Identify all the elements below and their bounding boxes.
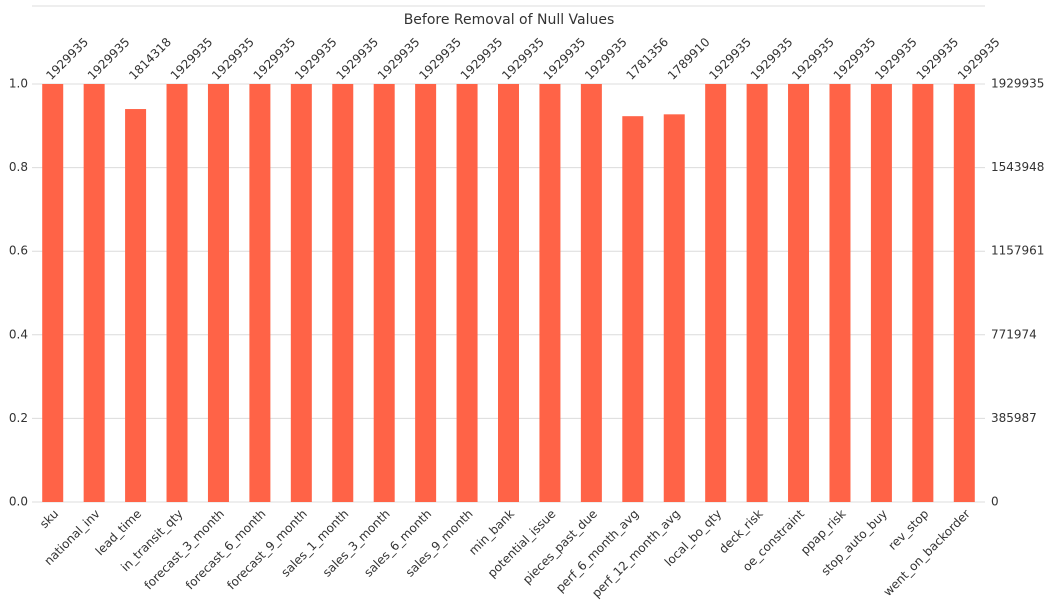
value-label: 1929935 [955, 35, 1003, 83]
y2-tick-label: 385987 [991, 411, 1037, 425]
y2-tick-label: 0 [991, 495, 999, 509]
value-label: 1789910 [665, 35, 713, 83]
value-label: 1929935 [209, 35, 257, 83]
value-label: 1929935 [458, 35, 506, 83]
bar [746, 84, 768, 502]
y-tick-label: 0.4 [9, 327, 28, 341]
y-tick-label: 0.6 [9, 244, 28, 258]
bar [373, 84, 395, 502]
bar [415, 84, 437, 502]
bar [290, 84, 312, 502]
y2-tick-label: 1157961 [991, 244, 1044, 258]
y2-tick-label: 1543948 [991, 160, 1044, 174]
value-label: 1929935 [706, 35, 754, 83]
value-label: 1929935 [541, 35, 589, 83]
y-tick-label: 1.0 [9, 77, 28, 91]
bar [332, 84, 354, 502]
value-label: 1929935 [333, 35, 381, 83]
bar [456, 84, 478, 502]
x-tick-label: forecast_3_month [141, 507, 227, 593]
y-tick-label: 0.0 [9, 495, 28, 509]
y-tick-label: 0.2 [9, 411, 28, 425]
value-label: 1929935 [168, 35, 216, 83]
value-label: 1929935 [914, 35, 962, 83]
value-label: 1814318 [126, 35, 174, 83]
y2-tick-label: 1929935 [991, 77, 1044, 91]
value-label: 1929935 [85, 35, 133, 83]
y-tick-label: 0.8 [9, 160, 28, 174]
value-label: 1929935 [499, 35, 547, 83]
bar [83, 84, 105, 502]
value-label: 1929935 [831, 35, 879, 83]
y2-tick-label: 771974 [991, 327, 1037, 341]
bar [207, 84, 229, 502]
value-label: 1929935 [251, 35, 299, 83]
x-tick-label: sku [37, 507, 61, 531]
bar [870, 84, 892, 502]
x-tick-label: forecast_9_month [224, 507, 310, 593]
value-label: 1929935 [292, 35, 340, 83]
value-label: 1929935 [789, 35, 837, 83]
value-label: 1929935 [416, 35, 464, 83]
bar [166, 84, 188, 502]
value-label: 1929935 [43, 35, 91, 83]
bar [498, 84, 519, 502]
value-label: 1929935 [872, 35, 920, 83]
bar [580, 84, 602, 502]
bar [42, 84, 64, 502]
bar [663, 114, 685, 502]
bar [829, 84, 851, 502]
bar [912, 84, 934, 502]
bar [249, 84, 271, 502]
bar [953, 84, 975, 502]
value-label: 1929935 [748, 35, 796, 83]
chart-title: Before Removal of Null Values [404, 12, 615, 28]
value-label: 1929935 [375, 35, 423, 83]
value-label: 1781356 [624, 35, 672, 83]
bar [125, 109, 147, 503]
bar [622, 116, 644, 503]
value-label: 1929935 [582, 35, 630, 83]
bar [788, 84, 810, 502]
bar [539, 84, 561, 502]
bar [705, 84, 727, 502]
x-tick-label: pieces_past_due [520, 507, 600, 587]
x-tick-label: forecast_6_month [183, 507, 269, 593]
